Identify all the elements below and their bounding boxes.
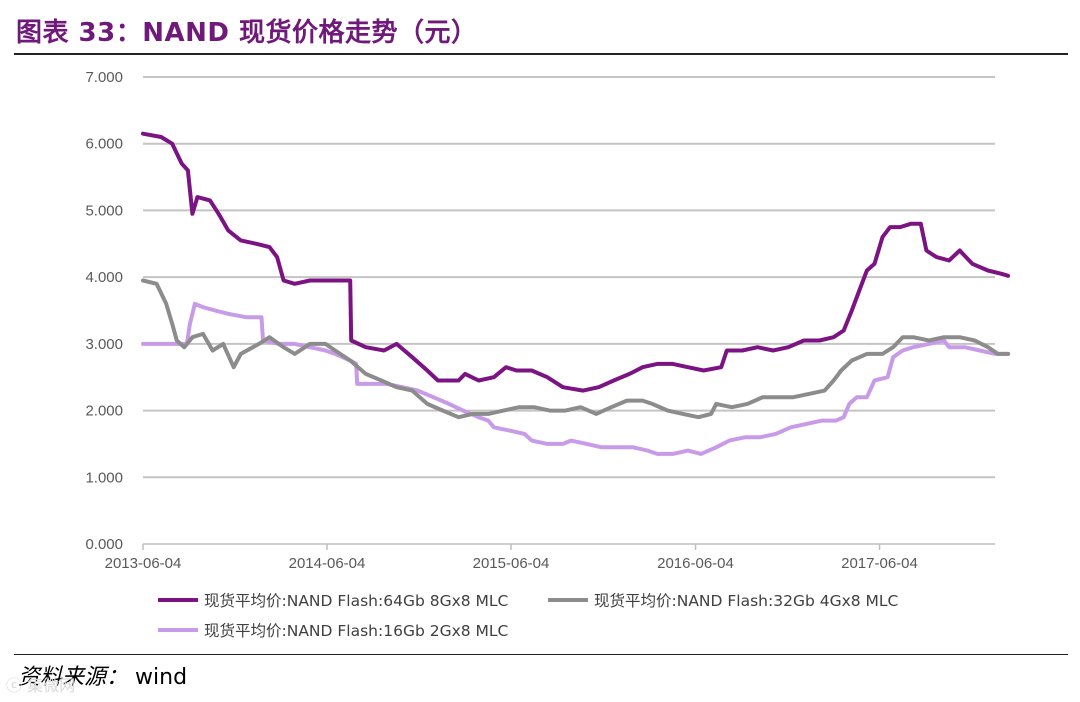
x-tick-label: 2014-06-04 [289,555,366,572]
series-line [141,278,1011,420]
legend-label: 现货平均价:NAND Flash:32Gb 4Gx8 MLC [594,592,898,610]
y-tick-label: 7.000 [85,69,123,86]
y-tick-label: 4.000 [85,269,123,286]
series-line [141,131,1011,393]
watermark: ⓒ 集微网 [6,676,76,695]
x-tick-label: 2017-06-04 [841,555,918,572]
legend-label: 现货平均价:NAND Flash:16Gb 2Gx8 MLC [204,622,508,640]
source-note: 资料来源： wind [18,659,187,691]
source-divider [14,654,1068,655]
source-value: wind [135,665,188,690]
y-tick-label: 6.000 [85,136,123,153]
x-tick-label: 2016-06-04 [657,555,734,572]
y-tick-label: 1.000 [85,469,123,486]
y-tick-label: 3.000 [85,336,123,353]
y-tick-label: 5.000 [85,202,123,219]
series-line [141,301,1011,456]
y-tick-label: 0.000 [85,536,123,553]
source-label: 资料来源： [18,665,129,690]
chart-title: 图表 33：NAND 现货价格走势（元） [16,18,478,48]
title-divider [14,53,1068,55]
x-tick-label: 2013-06-04 [105,555,182,572]
x-tick-label: 2015-06-04 [473,555,550,572]
legend-label: 现货平均价:NAND Flash:64Gb 8Gx8 MLC [204,592,508,610]
y-tick-label: 2.000 [85,403,123,420]
